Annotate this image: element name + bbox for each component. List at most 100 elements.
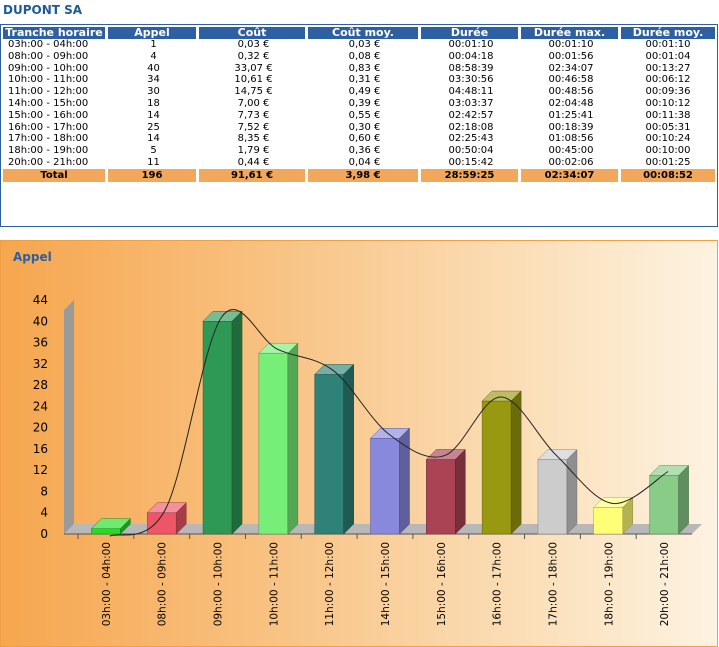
table-cell: 0,31 € (348, 74, 381, 86)
bar (537, 459, 568, 535)
total-cell: 00:08:52 (621, 168, 715, 182)
table-cell: 01:25:41 (548, 109, 594, 121)
trend-line (109, 309, 669, 537)
y-tick-label: 24 (33, 399, 48, 413)
table-cell: 0,30 € (348, 121, 381, 133)
table-cell: 11 (147, 156, 160, 168)
chart-title: Appel (13, 250, 52, 264)
x-tick-label: 15h:00 - 16h:00 (436, 542, 448, 626)
bar-side (678, 464, 689, 535)
table-cell: 18 (147, 97, 160, 109)
header-duree-moy[interactable]: Durée moy. (621, 27, 715, 39)
table-cell: 00:50:04 (448, 145, 494, 157)
table-cell: 25 (147, 121, 160, 133)
table-cell: 00:46:58 (548, 74, 594, 86)
table-cell: 03:30:56 (448, 74, 494, 86)
x-tick-label: 09h:00 - 10h:00 (213, 542, 225, 626)
bar (91, 528, 121, 535)
y-tick-label: 44 (33, 293, 48, 307)
total-cell: Total (3, 168, 108, 182)
table-cell: 03:03:37 (448, 97, 494, 109)
table-row: 03h:00 - 04h:00 1 0,03 € 0,03 € 00:01:10 00:0… (3, 39, 715, 51)
table-row: 11h:00 - 12h:00 30 14,75 € 0,49 € 04:48:11 00… (3, 86, 715, 98)
header-duree-max[interactable]: Durée max. (521, 27, 621, 39)
table-cell: 0,03 € (237, 39, 270, 50)
table-row: 20h:00 - 21h:00 11 0,44 € 0,04 € 00:15:42 00:… (3, 157, 715, 169)
table-cell: 00:01:04 (645, 50, 691, 62)
table-cell: 00:01:56 (548, 50, 594, 62)
table-cell: 34 (147, 74, 160, 86)
total-cell: 02:34:07 (521, 168, 621, 182)
header-cout-moy[interactable]: Coût moy. (308, 27, 421, 39)
bar-side (622, 496, 634, 535)
table-cell: 10h:00 - 11h:00 (8, 74, 89, 86)
table-cell: 00:01:10 (448, 39, 494, 50)
bar (649, 475, 679, 535)
table-cell: 00:01:25 (645, 156, 691, 168)
table-cell: 18h:00 - 19h:00 (8, 145, 89, 157)
x-tick-label: 16h:00 - 17h:00 (492, 542, 504, 626)
table-cell: 5 (150, 145, 157, 157)
table-cell: 03h:00 - 04h:00 (8, 39, 89, 50)
table-cell: 33,07 € (234, 62, 273, 74)
table-cell: 0,04 € (348, 156, 381, 168)
header-cout[interactable]: Coût (199, 27, 308, 39)
table-cell: 02:34:07 (548, 62, 594, 74)
table-header-row: Tranche horaire Appel Coût Coût moy. Dur… (3, 27, 715, 39)
bar-side (399, 427, 410, 535)
table-cell: 7,73 € (237, 109, 270, 121)
y-tick-label: 32 (33, 357, 48, 371)
bar (370, 438, 400, 535)
table-cell: 00:10:12 (645, 97, 691, 109)
x-tick-label: 14h:00 - 15h:00 (380, 542, 392, 626)
bar-side (175, 502, 187, 535)
table-cell: 00:15:42 (448, 156, 494, 168)
bar (481, 400, 512, 535)
table-cell: 02:18:08 (448, 121, 494, 133)
table-cell: 14 (147, 109, 160, 121)
table-cell: 0,39 € (348, 97, 381, 109)
table-cell: 10,61 € (234, 74, 273, 86)
table-cell: 02:25:43 (448, 133, 494, 145)
bar-side (287, 342, 299, 535)
stats-table-panel: Tranche horaire Appel Coût Coût moy. Dur… (0, 24, 718, 227)
table-cell: 17h:00 - 18h:00 (8, 133, 89, 145)
table-cell: 14h:00 - 15h:00 (8, 97, 89, 109)
table-cell: 30 (147, 86, 160, 98)
table-cell: 0,08 € (348, 50, 381, 62)
y-tick-label: 4 (40, 506, 48, 520)
y-tick-label: 40 (33, 314, 48, 328)
total-cell: 196 (108, 168, 199, 182)
table-cell: 7,52 € (237, 121, 270, 133)
table-row: 08h:00 - 09h:00 4 0,32 € 0,08 € 00:04:18 00:0… (3, 51, 715, 63)
table-cell: 11h:00 - 12h:00 (8, 86, 89, 98)
table-row: 10h:00 - 11h:00 34 10,61 € 0,31 € 03:30:56 00… (3, 74, 715, 86)
total-cell: 3,98 € (308, 168, 421, 182)
header-duree[interactable]: Durée (421, 27, 521, 39)
table-cell: 0,32 € (237, 50, 270, 62)
table-cell: 20h:00 - 21h:00 (8, 156, 89, 168)
table-row: 15h:00 - 16h:00 14 7,73 € 0,55 € 02:42:57 01:… (3, 110, 715, 122)
x-tick-label: 03h:00 - 04h:00 (101, 542, 113, 626)
table-cell: 15h:00 - 16h:00 (8, 109, 89, 121)
table-cell: 40 (147, 62, 160, 74)
table-cell: 0,60 € (348, 133, 381, 145)
company-title: DUPONT SA (3, 3, 83, 17)
table-cell: 4 (150, 50, 157, 62)
table-cell: 0,49 € (348, 86, 381, 98)
bar-chart: 0 4 8 12 16 20 24 28 32 36 40 44 03h:00 - 04h:00 08h:… (33, 293, 702, 626)
table-cell: 00:18:39 (548, 121, 594, 133)
y-tick-label: 12 (33, 463, 48, 477)
table-cell: 7,00 € (237, 97, 270, 109)
chart-side-wall (64, 300, 74, 534)
table-cell: 14 (147, 133, 160, 145)
x-tick-label: 17h:00 - 18h:00 (547, 542, 559, 626)
header-tranche[interactable]: Tranche horaire (3, 27, 108, 39)
y-tick-label: 0 (40, 527, 48, 541)
table-row: 18h:00 - 19h:00 5 1,79 € 0,36 € 00:50:04 00:4… (3, 145, 715, 157)
table-cell: 8,35 € (237, 133, 270, 145)
table-cell: 00:05:31 (645, 121, 691, 133)
x-tick-label: 11h:00 - 12h:00 (324, 542, 336, 626)
bar (426, 459, 456, 535)
header-appel[interactable]: Appel (108, 27, 199, 39)
